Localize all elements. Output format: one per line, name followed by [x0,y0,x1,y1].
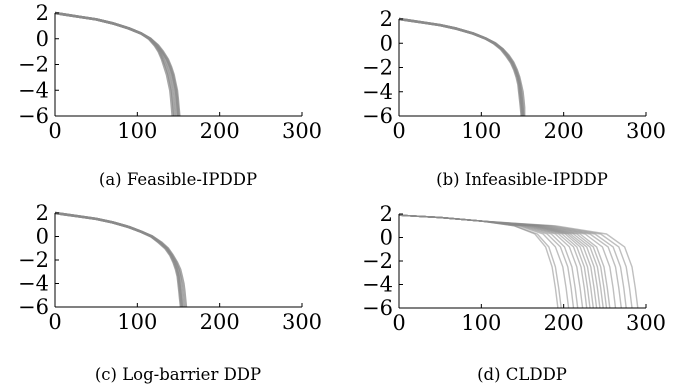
x-tick-label: 200 [544,311,584,335]
y-tick-label: −4 [18,78,49,102]
y-tick-label: −2 [18,53,49,77]
y-tick-label: −4 [362,80,393,104]
y-tick-label: −2 [18,248,49,272]
x-tick-label: 200 [200,310,240,334]
y-tick-label: −6 [362,104,393,128]
y-tick-label: −2 [362,56,393,80]
series-line [54,11,174,117]
subplot-caption: (a) Feasible-IPDDP [99,170,257,189]
y-tick-label: 0 [380,226,393,250]
x-tick-label: 100 [461,119,501,143]
x-tick-label: 300 [626,119,666,143]
subplot-c: 20−2−4−60 100 200 300(c) Log-barrier DDP [18,201,322,384]
series-line [54,211,184,308]
x-tick-label: 0 [48,119,61,143]
series-line [398,17,523,117]
x-tick-label: 0 [48,310,61,334]
x-tick-label: 200 [544,119,584,143]
series-group [398,214,639,309]
y-tick-label: −6 [18,104,49,128]
series-group [398,17,526,117]
y-tick-label: 2 [380,202,393,226]
y-tick-label: −6 [362,296,393,320]
series-line [54,11,176,117]
x-tick-label: 200 [200,119,240,143]
series-line [54,11,180,117]
series-line [54,11,181,117]
subplot-caption: (c) Log-barrier DDP [95,365,261,384]
y-tick-label: 2 [36,201,49,225]
series-line [398,17,525,117]
subplot-a: 20−2−4−60 100 200 300(a) Feasible-IPDDP [18,1,322,189]
series-line [398,17,524,117]
x-tick-label: 0 [392,119,405,143]
y-tick-label: −6 [18,295,49,319]
series-line [54,211,185,308]
y-tick-label: −4 [18,272,49,296]
y-tick-label: 2 [380,7,393,31]
x-tick-label: 0 [392,311,405,335]
x-tick-label: 300 [282,119,322,143]
series-group [54,11,181,117]
subplot-caption: (d) CLDDP [477,365,567,384]
x-tick-label: 300 [282,310,322,334]
y-tick-label: 2 [36,1,49,25]
series-line [54,11,179,117]
subplot-caption: (b) Infeasible-IPDDP [436,170,608,189]
subplot-b: 20−2−4−60 100 200 300(b) Infeasible-IPDDP [362,7,666,189]
y-tick-label: 0 [36,27,49,51]
y-tick-label: 0 [380,31,393,55]
series-line [398,17,526,116]
x-tick-label: 100 [117,119,157,143]
y-tick-label: 0 [36,225,49,249]
series-group [54,211,188,308]
series-line [54,211,188,308]
series-line [54,211,183,308]
series-line [398,214,639,309]
y-tick-label: −4 [362,273,393,297]
subplot-d: 20−2−4−60 100 200 300(d) CLDDP [362,202,666,384]
y-tick-label: −2 [362,249,393,273]
x-tick-label: 300 [626,311,666,335]
series-line [398,214,633,309]
x-tick-label: 100 [117,310,157,334]
x-tick-label: 100 [461,311,501,335]
